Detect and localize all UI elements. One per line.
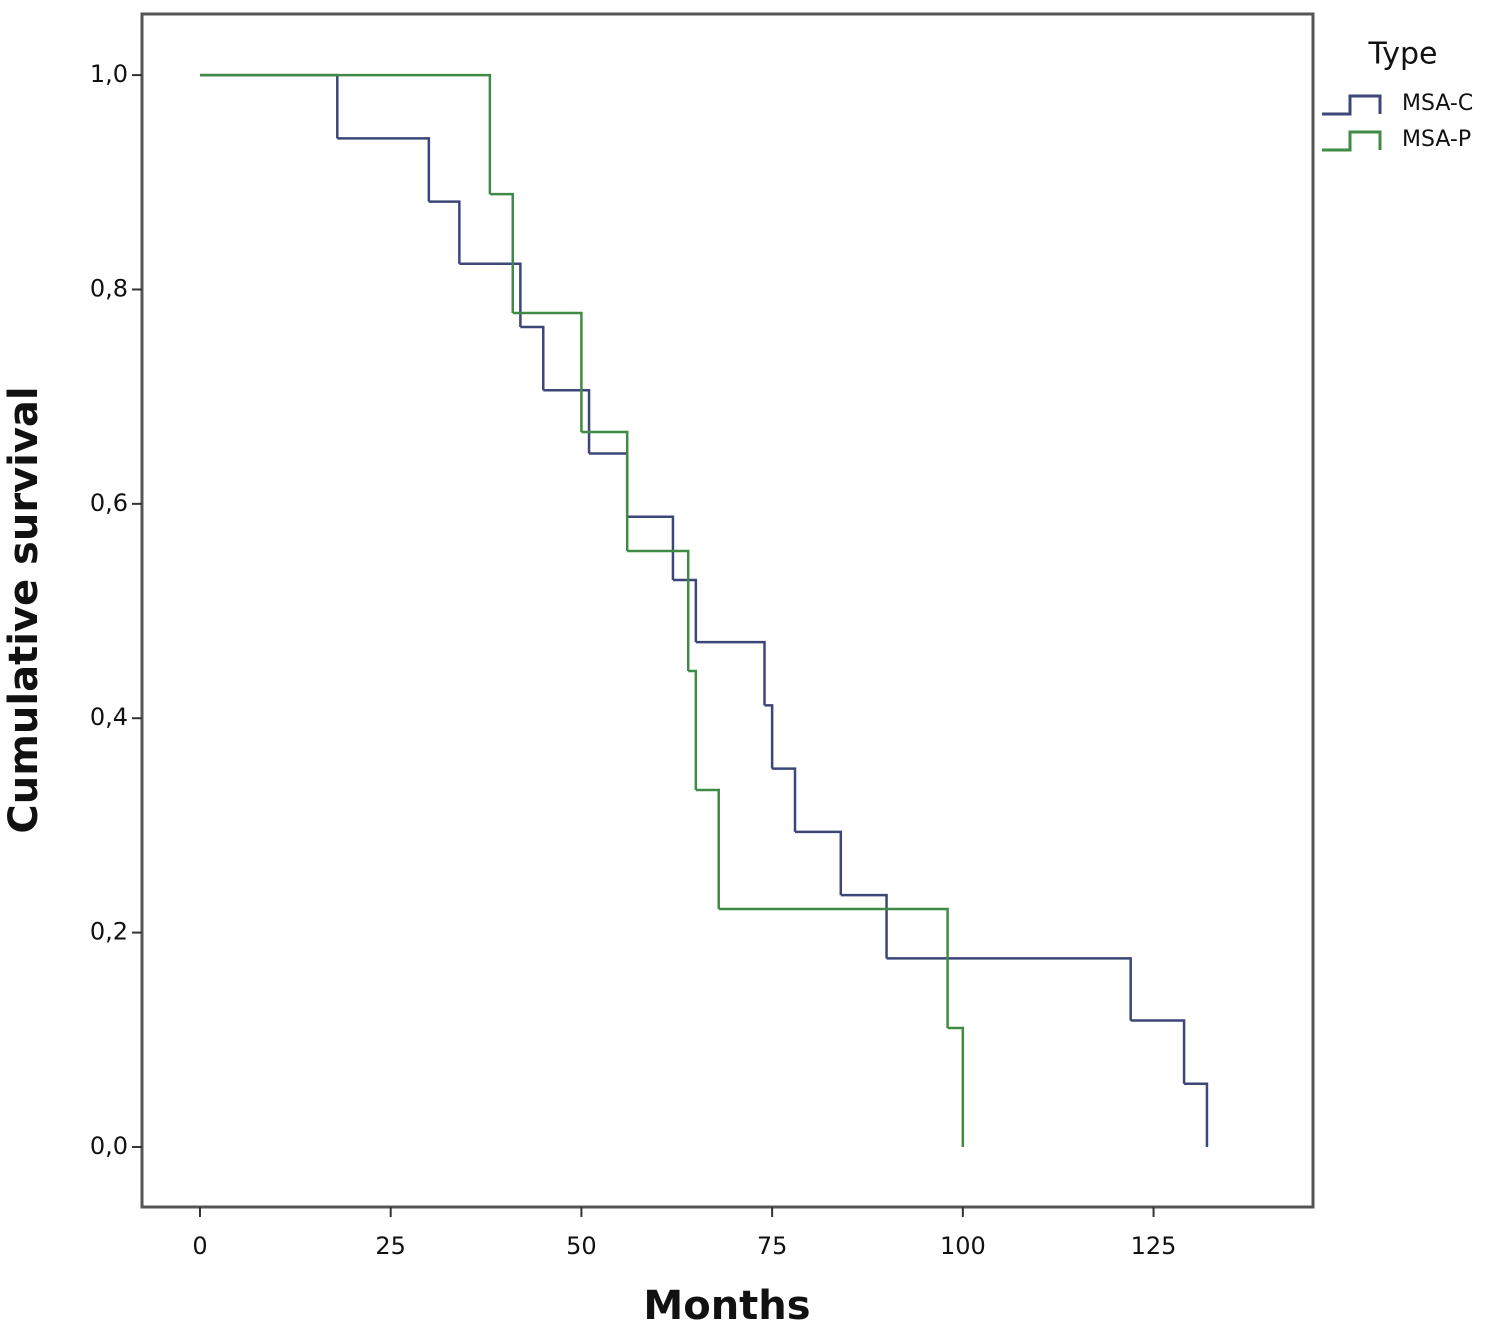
y-tick-label: 1,0 xyxy=(90,60,128,88)
survival-step xyxy=(459,262,522,327)
y-tick-label: 0,8 xyxy=(90,274,128,302)
survival-step xyxy=(1130,1019,1186,1084)
survival-step xyxy=(428,200,461,264)
survival-step xyxy=(199,73,339,139)
x-axis-title: Months xyxy=(643,1283,810,1329)
survival-step xyxy=(840,893,888,959)
survival-step xyxy=(772,767,797,832)
legend-symbol xyxy=(1322,94,1382,116)
survival-step xyxy=(672,578,698,643)
x-tick-label: 25 xyxy=(375,1232,406,1260)
x-tick-label: 0 xyxy=(192,1232,207,1260)
survival-step xyxy=(795,830,843,896)
x-tick-label: 100 xyxy=(940,1232,986,1260)
survival-step xyxy=(627,515,675,580)
legend-title: Type xyxy=(1368,37,1438,72)
legend-label: MSA-P xyxy=(1402,127,1471,152)
survival-step xyxy=(589,452,629,517)
survival-step xyxy=(764,704,774,769)
survival-step xyxy=(520,325,545,391)
survival-step xyxy=(1184,1082,1209,1147)
x-tick-label: 50 xyxy=(566,1232,597,1260)
survival-step xyxy=(886,957,1132,1021)
legend-label: MSA-C xyxy=(1402,91,1473,116)
survival-step xyxy=(337,137,431,202)
survival-step xyxy=(627,549,690,672)
x-tick-label: 125 xyxy=(1131,1232,1177,1260)
y-tick-label: 0,2 xyxy=(90,918,128,946)
y-tick-label: 0,4 xyxy=(90,703,128,731)
survival-step xyxy=(695,788,720,910)
survival-step xyxy=(718,907,949,1028)
survival-step xyxy=(489,192,515,314)
legend-symbol xyxy=(1322,130,1382,152)
y-tick-label: 0,0 xyxy=(90,1132,128,1160)
plot-frame xyxy=(140,12,1315,1209)
survival-step xyxy=(947,1026,965,1147)
x-tick-label: 75 xyxy=(757,1232,788,1260)
y-axis-title: Cumulative survival xyxy=(1,386,47,833)
survival-step xyxy=(512,311,583,433)
y-tick-label: 0,6 xyxy=(90,489,128,517)
survival-step xyxy=(695,640,766,706)
survival-step xyxy=(688,669,698,791)
survival-step xyxy=(199,73,492,195)
survival-step xyxy=(581,430,629,552)
